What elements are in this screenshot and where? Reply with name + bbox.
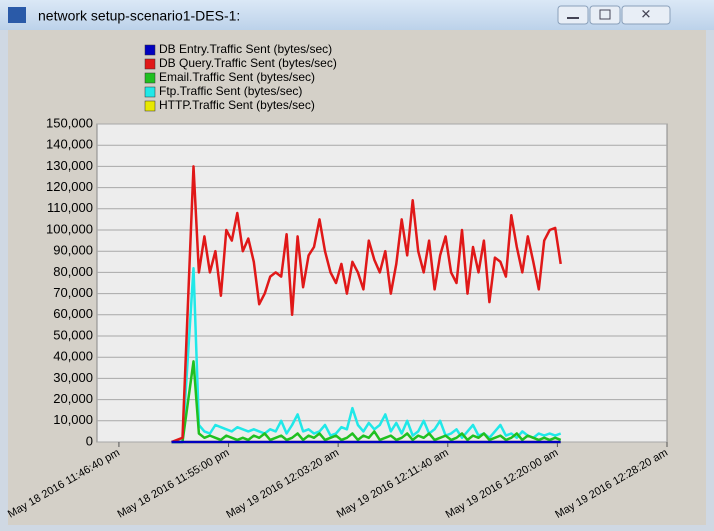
y-tick-label: 120,000 [46, 179, 93, 194]
legend-label: DB Query.Traffic Sent (bytes/sec) [159, 56, 337, 70]
maximize-glyph [599, 9, 611, 20]
y-tick-label: 80,000 [53, 264, 93, 279]
series-line [171, 165, 562, 444]
y-tick-label: 10,000 [53, 412, 93, 427]
legend-swatch [144, 72, 156, 84]
y-tick-label: 0 [86, 433, 93, 448]
y-tick-label: 30,000 [53, 370, 93, 385]
close-glyph: ✕ [641, 6, 652, 21]
y-tick-label: 110,000 [47, 200, 93, 215]
y-tick-label: 60,000 [53, 306, 93, 321]
y-tick-label: 50,000 [53, 327, 93, 342]
y-tick-label: 100,000 [46, 221, 93, 236]
y-tick-label: 20,000 [53, 391, 93, 406]
y-tick-label: 40,000 [53, 349, 93, 364]
close-button[interactable] [621, 5, 671, 25]
y-tick-label: 140,000 [46, 137, 93, 152]
y-tick-label: 90,000 [53, 243, 93, 258]
y-tick-label: 70,000 [53, 285, 93, 300]
series-line [171, 266, 562, 444]
legend-swatch [144, 58, 156, 70]
series-line [171, 360, 562, 444]
y-tick-label: 130,000 [46, 158, 93, 173]
y-tick-label: 150,000 [46, 115, 93, 130]
maximize-button[interactable] [589, 5, 621, 25]
legend-label: Ftp.Traffic Sent (bytes/sec) [159, 84, 302, 98]
legend-swatch [144, 86, 156, 98]
legend-swatch [144, 100, 156, 112]
legend-label: HTTP.Traffic Sent (bytes/sec) [159, 98, 315, 112]
minimize-button[interactable] [557, 5, 589, 25]
window-title: network setup-scenario1-DES-1: [38, 8, 240, 24]
plot-area [96, 123, 668, 443]
legend-swatch [144, 44, 156, 56]
legend-label: DB Entry.Traffic Sent (bytes/sec) [159, 42, 332, 56]
window-icon [8, 7, 26, 23]
legend-label: Email.Traffic Sent (bytes/sec) [159, 70, 315, 84]
